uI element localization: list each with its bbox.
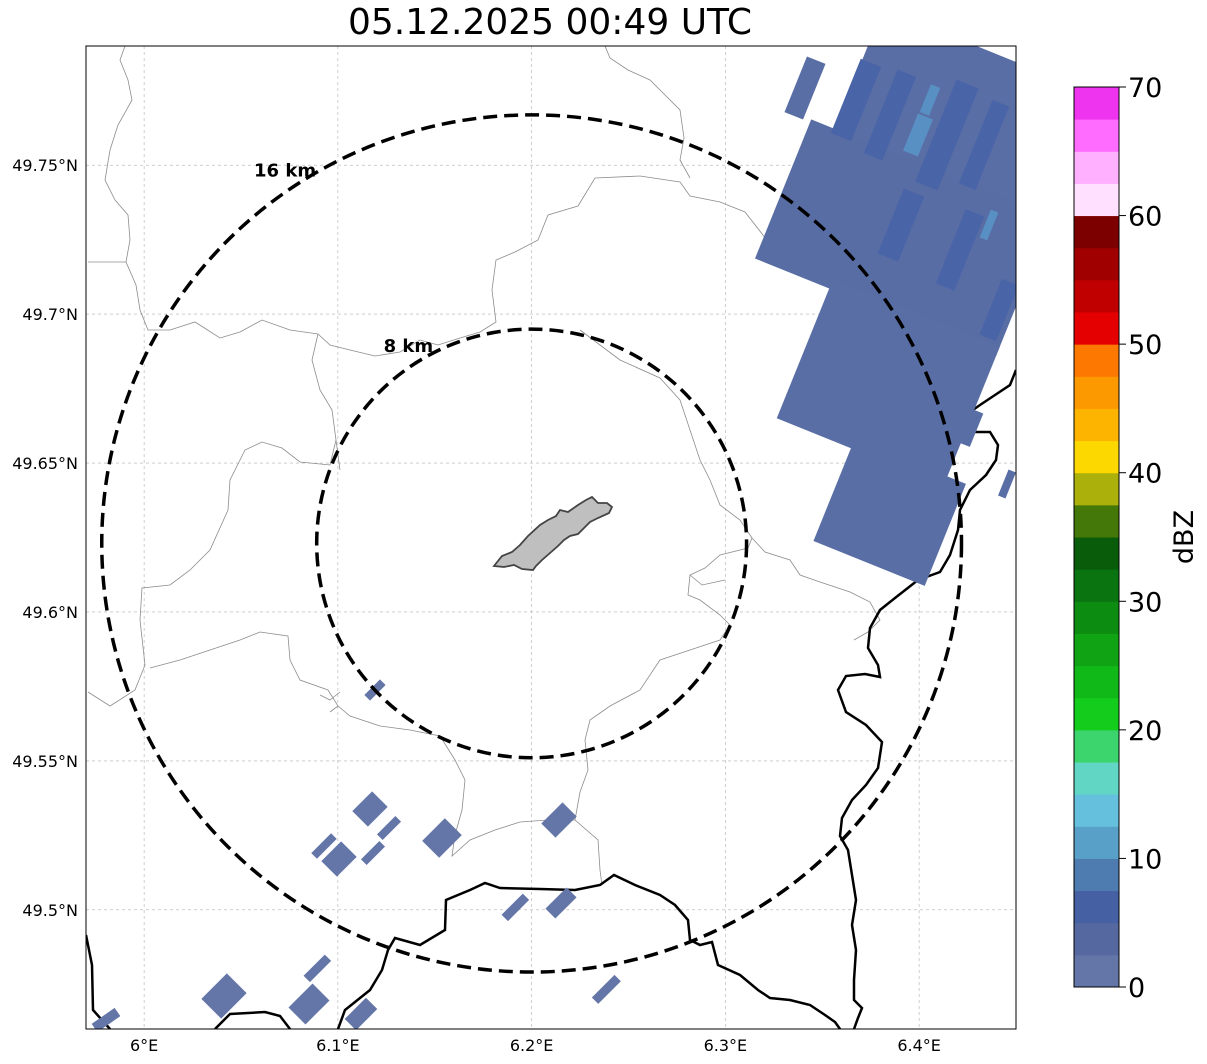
colorbar-bin — [1074, 344, 1119, 377]
lon-tick-label: 6.4°E — [897, 1036, 941, 1055]
radar-echo-cells-south — [91, 679, 621, 1029]
admin-boundaries — [87, 46, 881, 886]
map-title: 05.12.2025 00:49 UTC — [347, 2, 753, 43]
colorbar-bin — [1074, 504, 1119, 538]
colorbar-bin — [1074, 119, 1119, 152]
colorbar-bin — [1074, 762, 1119, 795]
lon-tick-label: 6°E — [130, 1036, 158, 1055]
national-border — [86, 369, 1016, 1029]
lon-tick-label: 6.1°E — [316, 1036, 360, 1055]
lat-tick-label: 49.55°N — [12, 752, 78, 771]
colorbar-frame — [1073, 86, 1120, 988]
longitude-axis: 6°E 6.1°E 6.2°E 6.3°E 6.4°E — [130, 1036, 941, 1055]
latitude-axis: 49.75°N 49.7°N 49.65°N 49.6°N 49.55°N 49.5°N — [12, 156, 78, 920]
lon-tick-label: 6.2°E — [510, 1036, 554, 1055]
lat-tick-label: 49.65°N — [12, 454, 78, 473]
lat-tick-label: 49.6°N — [22, 603, 78, 622]
range-ring-8km — [314, 327, 749, 760]
colorbar-tick-label: 70 — [1128, 73, 1162, 104]
map-frame — [85, 45, 1017, 1030]
colorbar-bin — [1074, 569, 1119, 602]
range-ring-label: 16 km — [254, 160, 316, 181]
colorbar-bin — [1074, 633, 1119, 667]
colorbar-label: dBZ — [1169, 510, 1200, 564]
colorbar: 0 10 20 30 40 50 60 70 dBZ — [1073, 73, 1200, 1004]
colorbar-tick-label: 30 — [1128, 587, 1162, 618]
range-ring-16km — [100, 113, 964, 974]
colorbar-bin — [1074, 826, 1119, 859]
colorbar-bin — [1074, 794, 1119, 827]
colorbar-bin — [1074, 954, 1119, 988]
colorbar-bin — [1074, 665, 1119, 699]
colorbar-tick-label: 50 — [1128, 330, 1162, 361]
lon-tick-label: 6.3°E — [704, 1036, 748, 1055]
colorbar-bin — [1074, 890, 1119, 924]
lat-tick-label: 49.7°N — [22, 305, 78, 324]
colorbar-bin — [1074, 729, 1119, 763]
range-ring-label: 8 km — [384, 336, 434, 357]
colorbar-bin — [1074, 408, 1119, 442]
colorbar-tick-label: 40 — [1128, 459, 1162, 490]
colorbar-bin — [1074, 537, 1119, 570]
colorbar-bin — [1074, 601, 1119, 634]
colorbar-bin — [1074, 87, 1119, 120]
colorbar-tick-label: 20 — [1128, 716, 1162, 747]
colorbar-tick-label: 60 — [1128, 202, 1162, 233]
colorbar-bin — [1074, 183, 1119, 217]
urban-area-polygon — [492, 495, 614, 571]
colorbar-bin — [1074, 472, 1119, 506]
radar-echo-cluster-northeast — [755, 46, 1016, 586]
colorbar-bin — [1074, 279, 1119, 313]
colorbar-bin — [1074, 376, 1119, 409]
colorbar-bin — [1074, 247, 1119, 281]
colorbar-bin — [1074, 697, 1119, 731]
lat-tick-label: 49.75°N — [12, 156, 78, 175]
range-rings: 8 km 16 km — [100, 113, 964, 974]
colorbar-bin — [1074, 312, 1119, 345]
colorbar-bin — [1074, 858, 1119, 892]
colorbar-bin — [1074, 151, 1119, 184]
colorbar-bin — [1074, 922, 1119, 956]
colorbar-tick-label: 10 — [1128, 844, 1162, 875]
colorbar-bin — [1074, 215, 1119, 249]
colorbar-tick-label: 0 — [1128, 973, 1145, 1004]
lat-tick-label: 49.5°N — [22, 901, 78, 920]
colorbar-bin — [1074, 440, 1119, 474]
